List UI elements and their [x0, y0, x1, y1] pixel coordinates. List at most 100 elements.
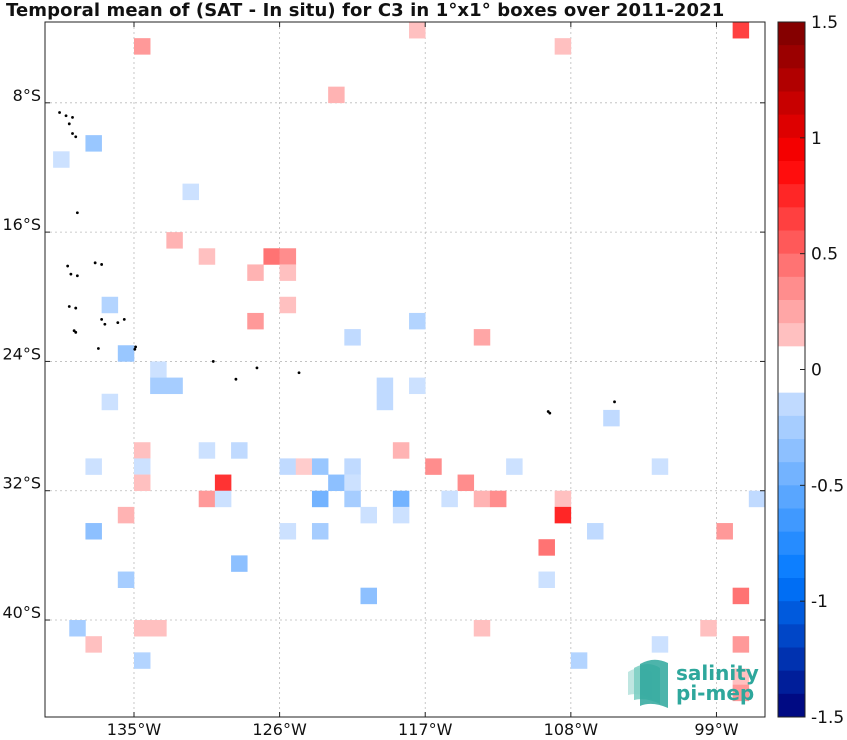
- colorbar-step-17: [778, 415, 805, 440]
- heatmap-cell-38: [344, 458, 361, 475]
- colorbar-step-3: [778, 91, 805, 116]
- colorbar-step-6: [778, 161, 805, 185]
- colorbar-step-0: [778, 22, 805, 46]
- heatmap-cell-24: [376, 377, 394, 395]
- heatmap-cell-15: [101, 296, 119, 314]
- heatmap-cell-8: [166, 232, 183, 249]
- heatmap-cell-57: [117, 506, 135, 524]
- island-mark-1: [64, 114, 68, 118]
- colorbar: [777, 21, 806, 718]
- salinity-pi-mep-logo: salinity pi-mep: [628, 659, 759, 708]
- heatmap-cell-27: [101, 393, 119, 411]
- x-tick-label-4: 99°W: [694, 720, 738, 739]
- x-tick-label-3: 108°W: [544, 720, 599, 739]
- heatmap-cell-53: [473, 490, 491, 508]
- island-mark-15: [103, 322, 107, 326]
- y-tick-label-2: 24°S: [2, 344, 41, 363]
- island-mark-7: [66, 264, 70, 268]
- island-mark-9: [100, 263, 104, 266]
- logo-line1: salinity: [676, 661, 759, 685]
- heatmap-cell-47: [198, 490, 216, 508]
- heatmap-cell-42: [133, 474, 151, 492]
- heatmap-cell-30: [198, 442, 216, 459]
- heatmap-cell-1: [409, 22, 426, 39]
- land-islands: [58, 111, 616, 415]
- heatmap-cell-75: [473, 620, 491, 637]
- heatmap-cell-65: [716, 523, 733, 540]
- heatmap-cell-64: [587, 523, 604, 540]
- colorbar-step-16: [778, 392, 805, 417]
- colorbar-step-12: [778, 300, 805, 324]
- logo-line2: pi-mep: [676, 681, 754, 705]
- colorbar-tick-label-4: -0.5: [811, 476, 844, 496]
- island-mark-25: [297, 371, 301, 375]
- heatmap-cell-22: [150, 377, 167, 395]
- heatmap-cell-72: [69, 620, 86, 637]
- island-mark-12: [67, 305, 71, 308]
- heatmap-cell-12: [247, 264, 264, 281]
- heatmap-cell-77: [85, 636, 102, 653]
- heatmap-cell-20: [117, 345, 135, 362]
- heatmap-cell-34: [133, 458, 151, 475]
- heatmap-cell-68: [117, 571, 135, 588]
- heatmap-cell-66: [538, 539, 555, 556]
- colorbar-step-20: [778, 485, 805, 509]
- heatmap-cell-70: [360, 587, 377, 605]
- heatmap-cell-83: [732, 684, 750, 702]
- heatmap-cell-3: [732, 22, 750, 39]
- heatmap-cell-80: [133, 652, 151, 669]
- colorbar-step-23: [778, 554, 805, 579]
- y-tick-label-0: 8°S: [13, 86, 41, 105]
- heatmap-cell-67: [231, 555, 248, 572]
- heatmap-cell-63: [311, 523, 329, 540]
- heatmap-cell-7: [182, 183, 200, 201]
- heatmap-cell-23: [166, 377, 183, 395]
- heatmap-cell-11: [279, 248, 297, 265]
- island-mark-19: [74, 330, 78, 334]
- island-mark-2: [71, 115, 74, 119]
- heatmap-cell-52: [441, 490, 458, 508]
- heatmap-cell-50: [344, 490, 361, 508]
- colorbar-step-7: [778, 184, 805, 208]
- island-mark-5: [74, 135, 78, 139]
- island-mark-20: [96, 347, 100, 350]
- heatmap-cell-39: [425, 458, 442, 475]
- heatmap-cell-17: [409, 312, 426, 330]
- heatmap-cell-10: [263, 248, 280, 265]
- colorbar-step-28: [778, 670, 805, 695]
- colorbar-step-19: [778, 462, 805, 486]
- heatmap-cell-55: [554, 490, 572, 508]
- heatmap-cell-45: [344, 474, 361, 492]
- colorbar-tick-label-1: 1: [811, 129, 822, 149]
- heatmap-cells: [53, 22, 766, 702]
- x-tick-label-0: 135°W: [107, 720, 162, 739]
- colorbar-step-29: [778, 693, 805, 718]
- colorbar-tick-label-0: 1.5: [811, 13, 838, 33]
- heatmap-cell-19: [473, 329, 491, 346]
- heatmap-cell-60: [554, 506, 572, 524]
- heatmap-cell-2: [554, 38, 572, 55]
- heatmap-cell-71: [732, 587, 750, 605]
- island-mark-8: [93, 261, 97, 265]
- colorbar-step-24: [778, 578, 805, 602]
- island-mark-24: [255, 366, 259, 370]
- heatmap-cell-4: [328, 86, 345, 104]
- island-mark-28: [548, 411, 552, 415]
- heatmap-cell-6: [53, 151, 70, 168]
- island-mark-6: [75, 211, 79, 215]
- heatmap-cell-16: [247, 312, 264, 330]
- heatmap-cell-0: [133, 38, 151, 55]
- plot-frame: [44, 21, 766, 718]
- island-mark-11: [75, 274, 79, 278]
- colorbar-step-18: [778, 439, 805, 463]
- colorbar-step-13: [778, 323, 805, 347]
- island-mark-29: [613, 400, 616, 404]
- x-tick-label-1: 126°W: [252, 720, 307, 739]
- heatmap-cell-56: [748, 490, 766, 508]
- colorbar-step-26: [778, 624, 805, 648]
- heatmap-cell-78: [651, 636, 669, 653]
- island-mark-21: [134, 345, 138, 349]
- heatmap-cell-9: [198, 248, 216, 265]
- heatmap-cell-76: [700, 620, 717, 637]
